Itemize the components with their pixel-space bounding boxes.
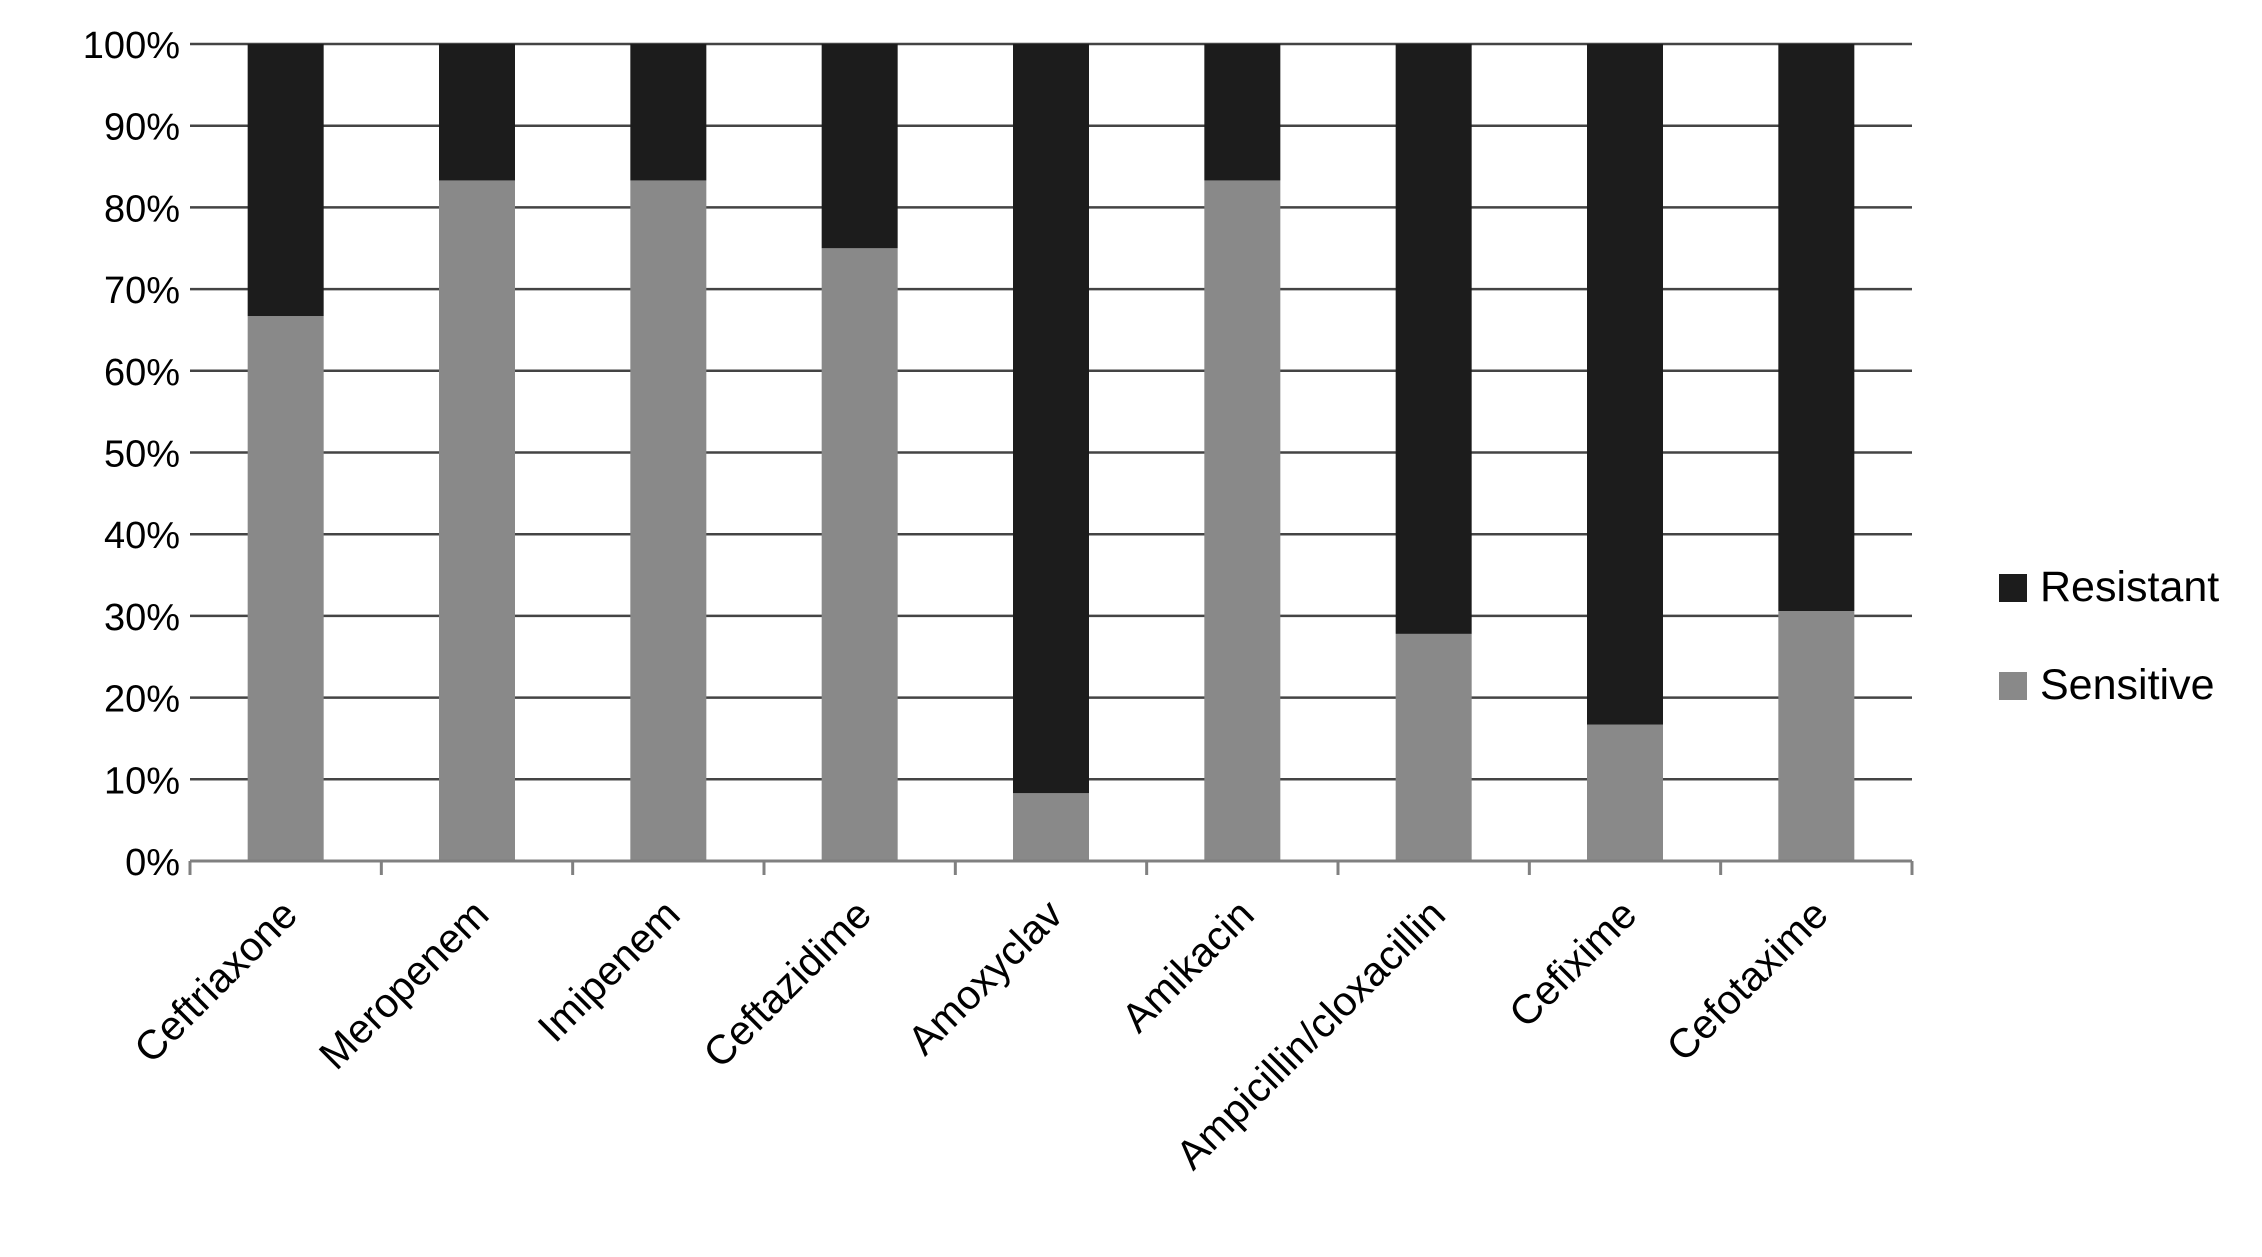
x-tick-label: Ceftriaxone (125, 891, 306, 1072)
y-tick-label: 20% (104, 679, 180, 721)
x-tick-label: Cefotaxime (1658, 891, 1837, 1070)
bar-resistant-cefotaxime (1778, 44, 1855, 611)
bar-resistant-amoxyclav (1013, 44, 1089, 794)
legend-label-resistant: Resistant (2040, 563, 2219, 611)
y-tick-label: 60% (104, 352, 180, 394)
bar-resistant-imipenem (630, 44, 707, 181)
bar-resistant-meropenem (439, 44, 515, 181)
legend: Resistant Sensitive (1999, 563, 2219, 709)
x-tick-label: Meropenem (310, 891, 497, 1078)
bar-resistant-amikacin (1204, 44, 1281, 181)
bar-resistant-cefixime (1587, 44, 1663, 725)
y-tick-label: 70% (104, 270, 180, 312)
bar-resistant-ceftriaxone (247, 44, 324, 317)
bar-sensitive-ceftazidime (821, 248, 898, 861)
y-tick-label: 100% (83, 25, 180, 67)
x-tick-label: Imipenem (529, 891, 689, 1051)
bar-sensitive-cefotaxime (1778, 610, 1855, 861)
y-tick-label: 90% (104, 107, 180, 149)
bar-resistant-ceftazidime (821, 44, 898, 249)
legend-swatch-sensitive (1999, 672, 2027, 700)
y-tick-label: 40% (104, 515, 180, 557)
legend-swatch-resistant (1999, 574, 2027, 602)
x-tick-label: Amoxyclav (899, 890, 1072, 1063)
x-tick-label: Ceftazidime (694, 891, 880, 1077)
x-axis-tick-labels: Ceftriaxone Meropenem Imipenem Ceftazidime A… (125, 890, 1836, 1177)
bar-sensitive-ceftriaxone (247, 316, 324, 861)
y-tick-label: 10% (104, 760, 180, 802)
bar-sensitive-amoxyclav (1013, 793, 1089, 861)
x-axis (188, 859, 1914, 875)
y-tick-label: 30% (104, 597, 180, 639)
y-tick-label: 50% (104, 434, 180, 476)
bar-sensitive-ampicillin-cloxacillin (1395, 633, 1472, 861)
x-tick-label: Cefixime (1500, 891, 1645, 1036)
bar-sensitive-amikacin (1204, 180, 1281, 862)
legend-label-sensitive: Sensitive (2040, 661, 2214, 709)
bar-sensitive-imipenem (630, 180, 707, 862)
x-tick-label: Amikacin (1113, 891, 1263, 1041)
bar-resistant-ampicillin-cloxacillin (1395, 44, 1472, 634)
y-tick-label: 80% (104, 188, 180, 230)
y-axis-tick-labels: 0% 10% 20% 30% 40% 50% 60% 70% 80% 90% 100% (83, 25, 180, 884)
y-tick-label: 0% (125, 842, 180, 884)
bar-series-group (247, 44, 1855, 862)
bar-sensitive-meropenem (439, 180, 515, 862)
bar-sensitive-cefixime (1587, 724, 1663, 861)
